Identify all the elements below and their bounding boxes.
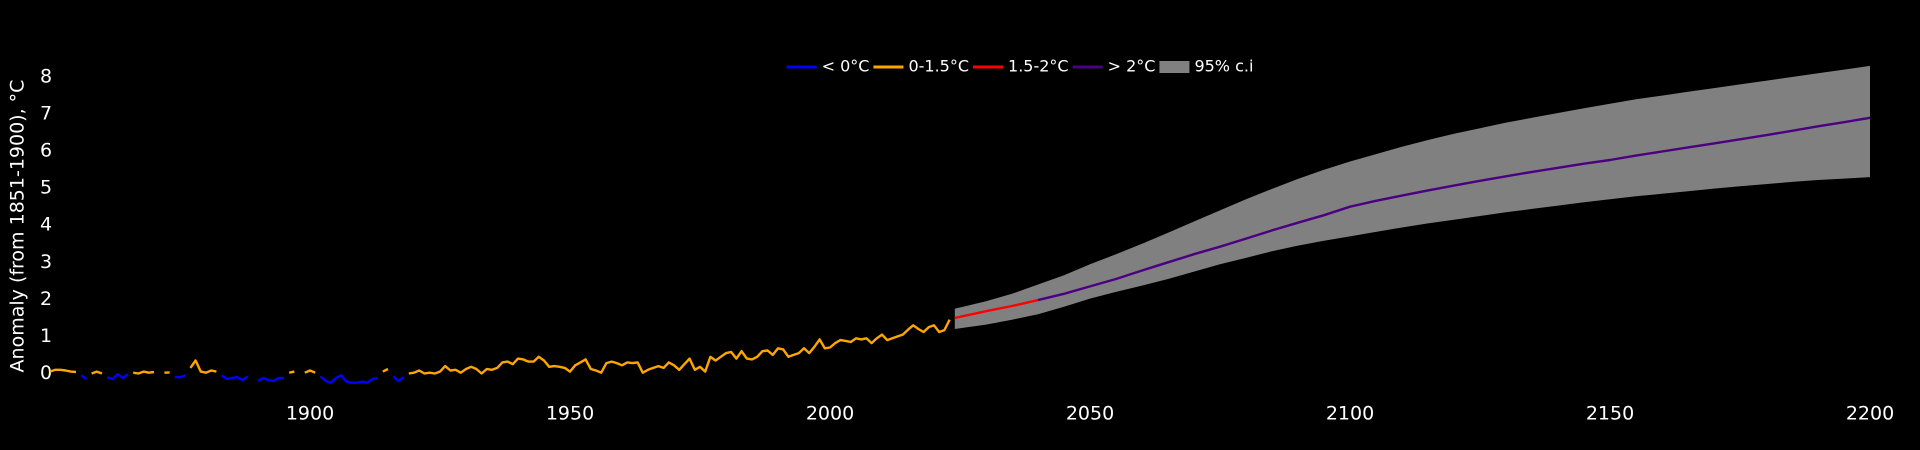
y-tick-label: 0 — [40, 362, 52, 384]
legend-label: 0-1.5°C — [908, 57, 969, 76]
y-tick-label: 7 — [40, 103, 52, 125]
x-tick-label: 2150 — [1586, 403, 1634, 425]
legend-label: < 0°C — [822, 57, 870, 76]
x-tick-label: 2000 — [806, 403, 854, 425]
y-tick-label: 5 — [40, 177, 52, 199]
y-tick-label: 6 — [40, 140, 52, 162]
plot-area — [49, 65, 1871, 384]
data-line — [954, 298, 1039, 320]
legend-swatch — [1159, 61, 1190, 73]
confidence-band — [954, 65, 1870, 330]
y-tick-label: 1 — [40, 325, 52, 347]
y-tick-label: 4 — [40, 214, 52, 236]
y-axis-label: Anomaly (from 1851-1900), °C — [7, 80, 29, 373]
data-line — [49, 319, 951, 375]
x-tick-label: 1950 — [546, 403, 594, 425]
legend-label: 1.5-2°C — [1008, 57, 1069, 76]
y-tick-label: 3 — [40, 251, 52, 273]
y-tick-label: 2 — [40, 288, 52, 310]
x-tick-label: 2200 — [1846, 403, 1894, 425]
data-line — [80, 373, 405, 384]
legend-label: > 2°C — [1108, 57, 1156, 76]
y-tick-label: 8 — [40, 66, 52, 88]
data-line — [1037, 116, 1871, 302]
x-tick-label: 1900 — [286, 403, 334, 425]
x-tick-label: 2050 — [1066, 403, 1114, 425]
x-tick-label: 2100 — [1326, 403, 1374, 425]
legend: < 0°C 0-1.5°C 1.5-2°C > 2°C 95% c.i — [786, 57, 1253, 76]
legend-label: 95% c.i — [1194, 57, 1253, 76]
